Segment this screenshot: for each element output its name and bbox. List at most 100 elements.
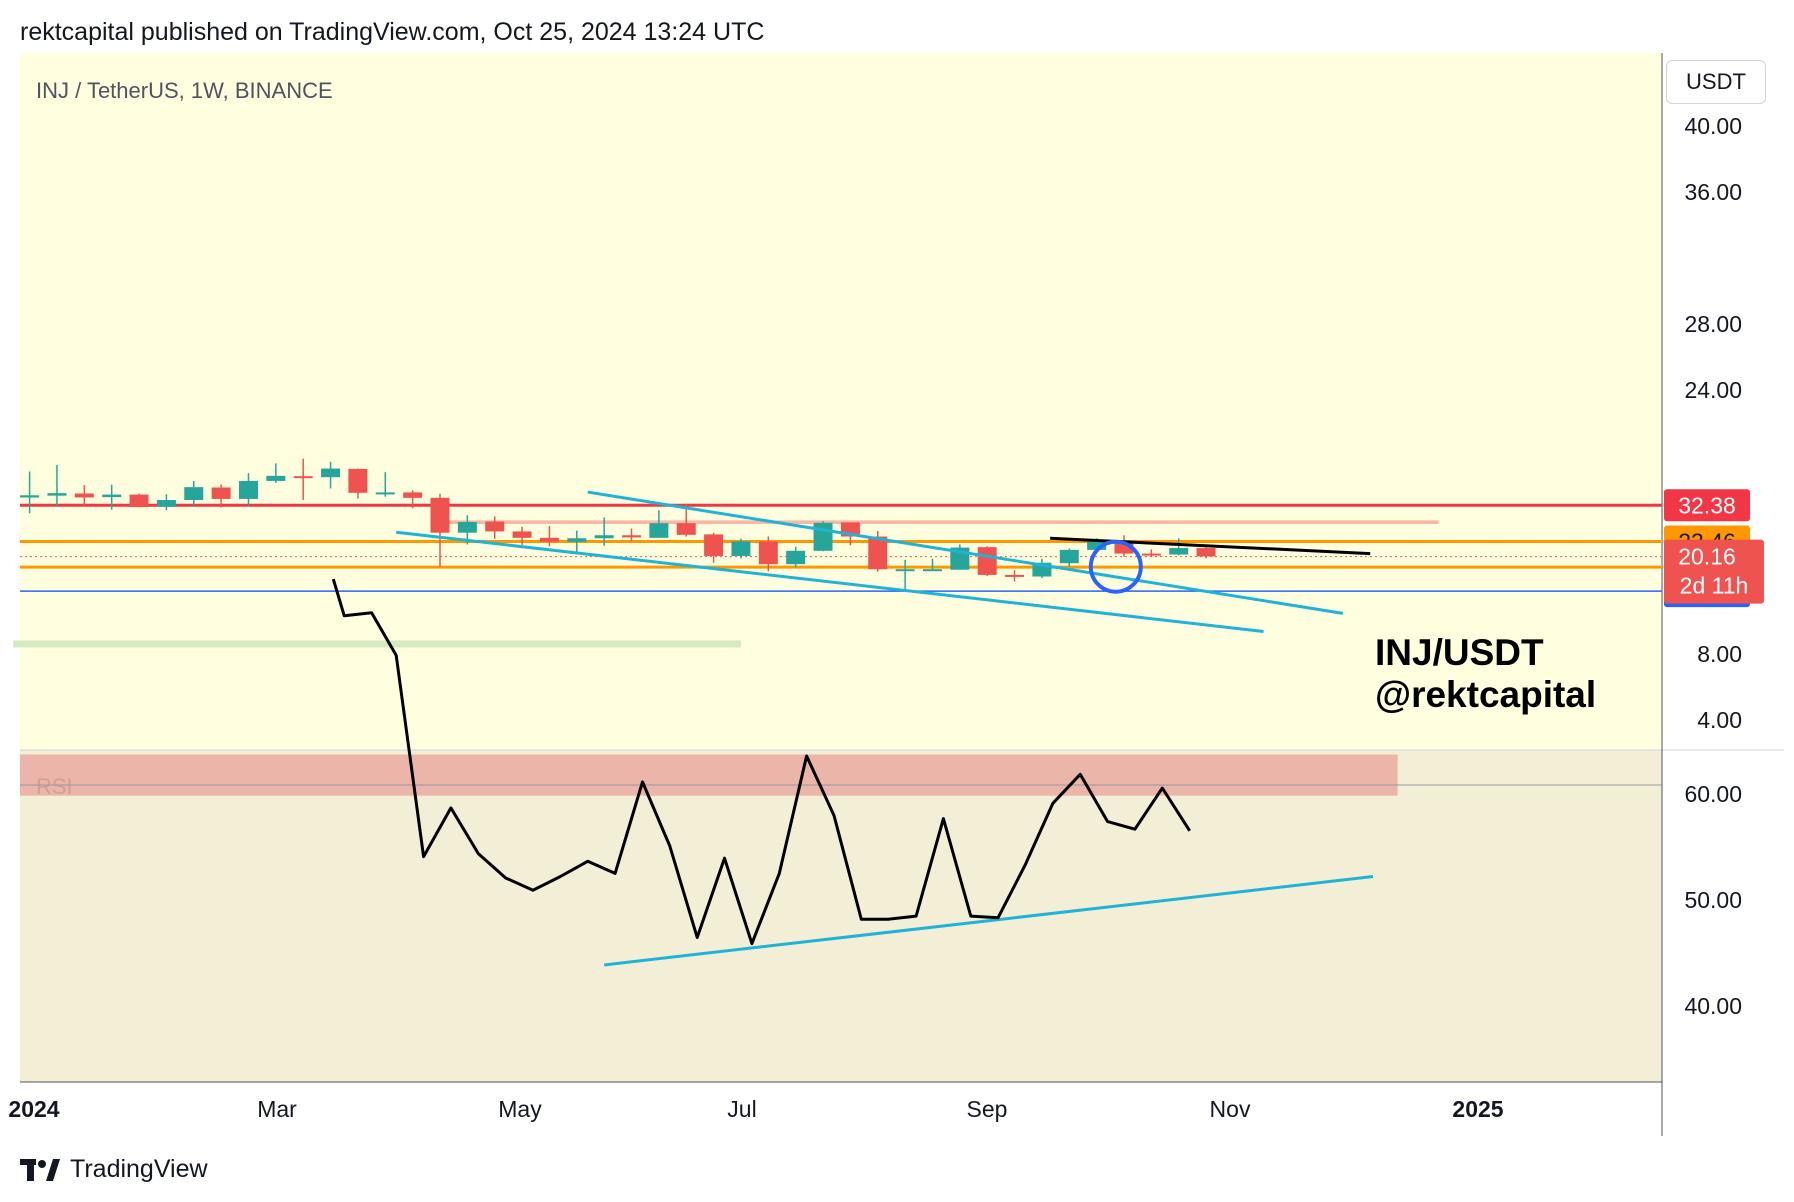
candle (403, 490, 423, 509)
candle (594, 517, 614, 546)
current-price-badge (1664, 539, 1764, 604)
candle-body (293, 476, 313, 479)
candle-body (786, 550, 806, 565)
rsi-tick-label: 60.00 (1684, 781, 1742, 807)
candle-body (1196, 548, 1216, 557)
price-tick-label: 40.00 (1684, 113, 1742, 139)
rsi-zone (20, 754, 1398, 796)
candle-body (156, 500, 176, 507)
publish-header: rektcapital published on TradingView.com… (20, 18, 765, 46)
candle (321, 461, 341, 489)
candle-body (430, 497, 450, 533)
candle (786, 546, 806, 568)
candle-body (868, 536, 888, 570)
candle-body (238, 480, 258, 499)
currency-button[interactable]: USDT (1666, 60, 1766, 104)
trendline-1 (396, 530, 1264, 633)
candle-body (758, 541, 778, 565)
price-zone-1 (13, 640, 741, 648)
candle-body (375, 492, 395, 495)
candle (47, 464, 67, 507)
candle-body (895, 569, 915, 572)
candle (1169, 538, 1189, 556)
candle (649, 510, 669, 538)
rsi-tick-label: 40.00 (1684, 993, 1742, 1019)
candle-body (813, 522, 833, 551)
rsi-tick-label: 50.00 (1684, 887, 1742, 913)
time-tick-label: 2025 (1452, 1096, 1503, 1122)
candle-body (567, 538, 587, 542)
candle-body (348, 468, 368, 493)
candle-body (622, 535, 642, 538)
candle-body (731, 541, 751, 556)
time-tick-label: May (498, 1096, 542, 1122)
candle (102, 484, 122, 510)
candle-body (74, 493, 94, 498)
candle (704, 532, 724, 563)
symbol-label: INJ / TetherUS, 1W, BINANCE (36, 78, 333, 103)
candle (1005, 570, 1025, 582)
candle-body (266, 475, 286, 481)
highlight-circle (1088, 539, 1143, 594)
candle-body (1141, 553, 1161, 556)
rsi-line (331, 578, 1191, 946)
candle (348, 468, 368, 499)
candle (758, 536, 778, 572)
time-tick-label: Sep (967, 1096, 1008, 1122)
candle (430, 493, 450, 567)
candle (375, 472, 395, 497)
candle-body (321, 468, 341, 478)
watermark-line-1: INJ/USDT (1375, 632, 1544, 673)
candle-body (102, 494, 122, 498)
trendline-0 (587, 490, 1344, 615)
price-tick-label: 4.00 (1697, 707, 1742, 733)
candle-body (922, 569, 942, 572)
price-tick-label: 36.00 (1684, 179, 1742, 205)
candle-body (485, 521, 505, 532)
candle (567, 530, 587, 553)
price-zone-0 (434, 520, 1439, 524)
candle (813, 521, 833, 552)
candle (156, 494, 176, 511)
candle (485, 516, 505, 539)
candle-body (20, 495, 40, 498)
level-badge-0 (1664, 489, 1750, 522)
candle (895, 559, 915, 591)
trendline-2 (1050, 536, 1371, 556)
candle (293, 458, 313, 501)
candle (74, 485, 94, 506)
price-tick-label: 28.00 (1684, 311, 1742, 337)
watermark-line-2: @rektcapital (1375, 674, 1597, 715)
candle (266, 463, 286, 483)
candle-body (129, 494, 149, 508)
footer: TradingView (20, 1155, 208, 1184)
candle-body (184, 487, 204, 501)
candle (539, 526, 559, 547)
candle-body (649, 523, 669, 538)
candle-body (539, 537, 559, 542)
candle-body (1169, 548, 1189, 555)
candle-body (676, 523, 696, 535)
countdown-label: 2d 11h (1680, 573, 1749, 599)
candle-body (457, 521, 477, 533)
candle-body (1005, 574, 1025, 577)
candle (238, 473, 258, 506)
candle (731, 538, 751, 559)
candle-body (211, 487, 231, 499)
price-tick-label: 24.00 (1684, 377, 1742, 403)
rsi-pane (20, 750, 1662, 1082)
tradingview-logo-icon (20, 1158, 60, 1181)
level-badge-label: 32.38 (1678, 492, 1736, 518)
time-tick-label: Nov (1210, 1096, 1251, 1122)
candle (512, 526, 532, 545)
candle-body (1059, 549, 1079, 564)
candle (211, 484, 231, 508)
candle-body (977, 547, 997, 575)
candle (1059, 548, 1079, 567)
candle (950, 544, 970, 570)
price-tick-label: 8.00 (1697, 641, 1742, 667)
candle (1114, 535, 1134, 557)
candle-body (512, 531, 532, 538)
candle-body (47, 493, 67, 496)
